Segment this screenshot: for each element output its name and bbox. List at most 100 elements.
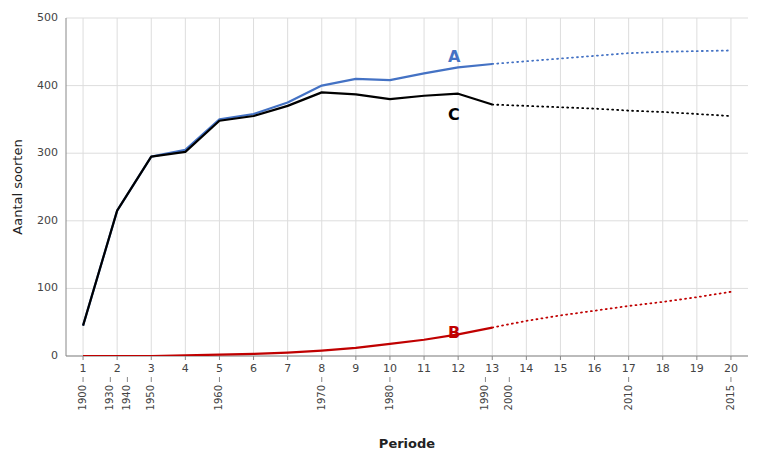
tick-label: 100 bbox=[37, 281, 58, 294]
year-label: 2000 bbox=[503, 385, 514, 410]
year-tick bbox=[219, 377, 220, 382]
year-tick bbox=[730, 377, 731, 382]
tick bbox=[117, 356, 118, 360]
tick-label: 4 bbox=[182, 362, 189, 375]
grid-line bbox=[185, 18, 186, 356]
tick bbox=[83, 356, 84, 360]
line bbox=[492, 105, 731, 116]
year-tick bbox=[628, 377, 629, 382]
series-label: A bbox=[448, 47, 461, 66]
tick-label: 200 bbox=[37, 214, 58, 227]
tick-label: 12 bbox=[451, 362, 465, 375]
tick-label: 15 bbox=[553, 362, 567, 375]
x-axis-title: Periode bbox=[379, 436, 435, 451]
grid-line bbox=[492, 18, 493, 356]
grid-line bbox=[219, 18, 220, 356]
grid-line bbox=[389, 18, 390, 356]
grid-line bbox=[83, 18, 84, 356]
tick bbox=[730, 356, 731, 360]
grid-line bbox=[151, 18, 152, 356]
grid-line bbox=[66, 18, 748, 19]
tick-label: 18 bbox=[656, 362, 670, 375]
grid-line bbox=[66, 220, 748, 221]
tick-label: 13 bbox=[485, 362, 499, 375]
series-label: C bbox=[448, 105, 460, 124]
grid-line bbox=[66, 85, 748, 86]
y-axis-line bbox=[66, 18, 67, 356]
year-tick bbox=[151, 377, 152, 382]
tick-label: 3 bbox=[148, 362, 155, 375]
tick bbox=[321, 356, 322, 360]
tick bbox=[662, 356, 663, 360]
tick bbox=[492, 356, 493, 360]
tick-label: 300 bbox=[37, 146, 58, 159]
tick-label: 8 bbox=[318, 362, 325, 375]
tick-label: 20 bbox=[724, 362, 738, 375]
tick-label: 17 bbox=[622, 362, 636, 375]
year-tick bbox=[389, 377, 390, 382]
tick-label: 0 bbox=[51, 349, 58, 362]
grid-line bbox=[730, 18, 731, 356]
grid-line bbox=[321, 18, 322, 356]
year-tick bbox=[485, 377, 486, 382]
grid bbox=[66, 18, 748, 356]
series-label: B bbox=[448, 323, 460, 342]
grid-line bbox=[117, 18, 118, 356]
year-label: 1980 bbox=[384, 385, 395, 410]
grid-line bbox=[662, 18, 663, 356]
year-label: 1940 bbox=[121, 385, 132, 410]
lines bbox=[83, 50, 731, 356]
tick-label: 10 bbox=[383, 362, 397, 375]
grid-line bbox=[560, 18, 561, 356]
chart: 0100200300400500123456789101112131415161… bbox=[0, 0, 770, 458]
grid-line bbox=[594, 18, 595, 356]
annotations: ACB1900193019401950196019701980199020002… bbox=[77, 47, 736, 410]
year-label: 1960 bbox=[213, 385, 224, 410]
tick-label: 1 bbox=[80, 362, 87, 375]
tick bbox=[219, 356, 220, 360]
tick bbox=[526, 356, 527, 360]
tick-label: 9 bbox=[352, 362, 359, 375]
grid-line bbox=[696, 18, 697, 356]
tick bbox=[185, 356, 186, 360]
tick bbox=[628, 356, 629, 360]
grid-line bbox=[424, 18, 425, 356]
year-label: 1950 bbox=[145, 385, 156, 410]
line bbox=[492, 292, 731, 328]
grid-line bbox=[355, 18, 356, 356]
line bbox=[83, 328, 492, 356]
axes: 0100200300400500123456789101112131415161… bbox=[37, 11, 748, 375]
tick-label: 11 bbox=[417, 362, 431, 375]
tick-label: 14 bbox=[519, 362, 533, 375]
year-tick bbox=[110, 377, 111, 382]
tick-label: 6 bbox=[250, 362, 257, 375]
line bbox=[83, 64, 492, 326]
tick bbox=[151, 356, 152, 360]
line bbox=[83, 92, 492, 325]
tick bbox=[424, 356, 425, 360]
year-label: 2010 bbox=[623, 385, 634, 410]
tick-label: 400 bbox=[37, 79, 58, 92]
tick-label: 5 bbox=[216, 362, 223, 375]
y-axis-title: Aantal soorten bbox=[10, 139, 25, 234]
grid-line bbox=[287, 18, 288, 356]
tick bbox=[458, 356, 459, 360]
tick bbox=[696, 356, 697, 360]
year-label: 1900 bbox=[77, 385, 88, 410]
year-tick bbox=[509, 377, 510, 382]
tick bbox=[389, 356, 390, 360]
grid-line bbox=[66, 288, 748, 289]
tick bbox=[355, 356, 356, 360]
year-label: 1970 bbox=[316, 385, 327, 410]
year-label: 1930 bbox=[104, 385, 115, 410]
grid-line bbox=[628, 18, 629, 356]
tick-label: 2 bbox=[114, 362, 121, 375]
line bbox=[492, 50, 731, 64]
tick-label: 16 bbox=[588, 362, 602, 375]
year-label: 2015 bbox=[725, 385, 736, 410]
grid-line bbox=[526, 18, 527, 356]
tick bbox=[594, 356, 595, 360]
tick bbox=[560, 356, 561, 360]
tick bbox=[287, 356, 288, 360]
year-tick bbox=[321, 377, 322, 382]
